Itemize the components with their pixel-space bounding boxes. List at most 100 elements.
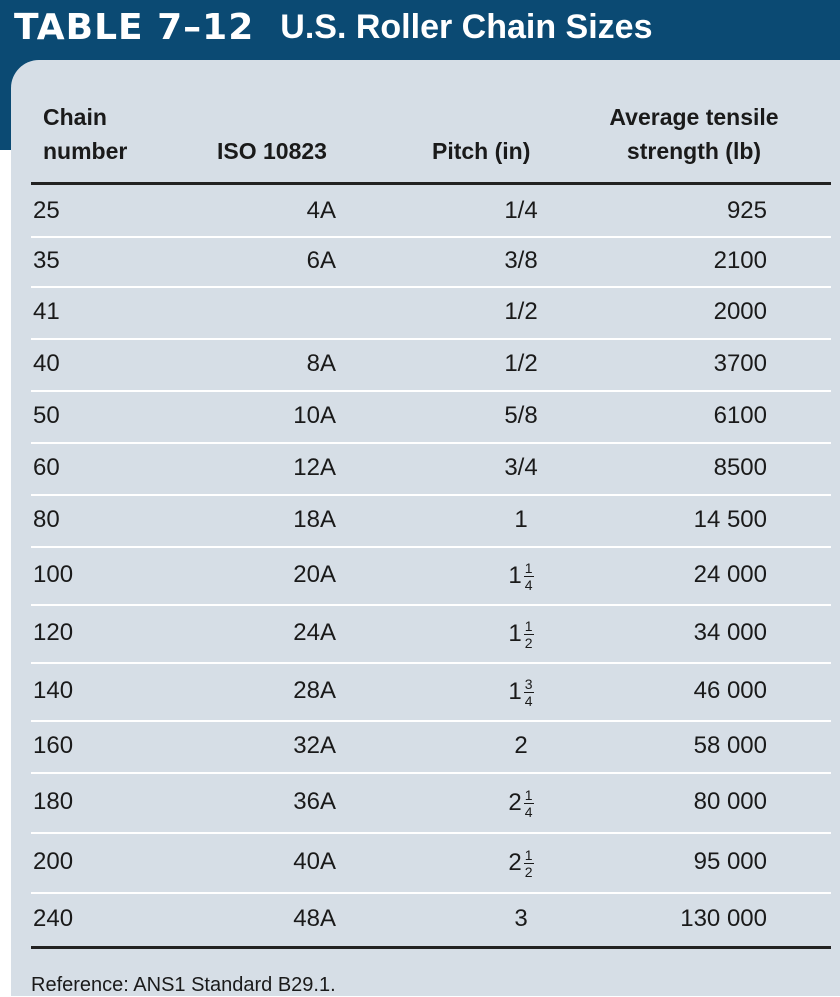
pitch-denominator: 2 xyxy=(524,864,533,880)
table-row: 180 36A 80 000 2 1 4 xyxy=(31,772,831,834)
pitch-denominator: 4 xyxy=(524,577,533,593)
fraction-bar xyxy=(523,692,534,693)
cell-iso: 24A xyxy=(293,619,336,646)
cell-tensile: 3700 xyxy=(713,350,767,377)
cell-iso: 6A xyxy=(306,247,336,274)
pitch-whole: 1/4 xyxy=(504,197,538,224)
cell-chain-number: 180 xyxy=(33,788,74,815)
cell-iso: 10A xyxy=(293,402,336,429)
cell-chain-number: 140 xyxy=(33,677,74,704)
table-row: 25 4A 925 1/4 xyxy=(31,186,831,238)
fraction-bar xyxy=(523,576,534,577)
table-row: 160 32A 58 000 2 xyxy=(31,720,831,774)
cell-chain-number: 160 xyxy=(33,732,74,759)
header-tensile-line2: strength (lb) xyxy=(626,138,762,164)
cell-iso: 18A xyxy=(293,506,336,533)
pitch-numerator: 3 xyxy=(524,676,533,692)
table-row: 80 18A 14 500 1 xyxy=(31,494,831,548)
fraction-bar xyxy=(523,634,534,635)
cell-pitch: 5/8 xyxy=(391,402,651,430)
cell-tensile: 14 500 xyxy=(693,506,767,533)
pitch-denominator: 4 xyxy=(524,693,533,709)
cell-iso: 40A xyxy=(293,848,336,875)
cell-tensile: 46 000 xyxy=(693,677,767,704)
pitch-denominator: 2 xyxy=(524,635,533,651)
table-row: 140 28A 46 000 1 3 4 xyxy=(31,662,831,722)
cell-tensile: 6100 xyxy=(713,402,767,429)
header-chain-line2: number xyxy=(43,138,128,164)
pitch-whole: 3/4 xyxy=(504,454,538,481)
cell-tensile: 130 000 xyxy=(680,905,767,932)
cell-chain-number: 50 xyxy=(33,402,60,429)
pitch-numerator: 1 xyxy=(524,618,533,634)
cell-tensile: 2000 xyxy=(713,298,767,325)
cell-chain-number: 40 xyxy=(33,350,60,377)
cell-tensile: 34 000 xyxy=(693,619,767,646)
table-row: 200 40A 95 000 2 1 2 xyxy=(31,832,831,894)
pitch-whole: 3/8 xyxy=(504,247,538,274)
cell-chain-number: 120 xyxy=(33,619,74,646)
cell-iso: 12A xyxy=(293,454,336,481)
cell-tensile: 80 000 xyxy=(693,788,767,815)
cell-pitch: 1 xyxy=(391,506,651,534)
table-row: 120 24A 34 000 1 1 2 xyxy=(31,604,831,664)
pitch-whole: 2 xyxy=(508,788,522,816)
cell-chain-number: 60 xyxy=(33,454,60,481)
pitch-whole: 1 xyxy=(508,677,522,705)
cell-chain-number: 100 xyxy=(33,561,74,588)
cell-tensile: 2100 xyxy=(713,247,767,274)
pitch-whole: 5/8 xyxy=(504,402,538,429)
cell-iso: 48A xyxy=(293,905,336,932)
cell-pitch: 2 xyxy=(391,732,651,760)
table-footnote: Reference: ANS1 Standard B29.1. xyxy=(31,974,336,996)
pitch-whole: 1/2 xyxy=(504,350,538,377)
pitch-whole: 1 xyxy=(508,619,522,647)
header-iso: ISO 10823 xyxy=(217,138,327,164)
cell-chain-number: 80 xyxy=(33,506,60,533)
cell-chain-number: 200 xyxy=(33,848,74,875)
cell-iso: 32A xyxy=(293,732,336,759)
cell-pitch: 1/4 xyxy=(391,197,651,225)
header-rule xyxy=(31,182,831,185)
table-panel: Chain number ISO 10823 Pitch (in) Averag… xyxy=(11,60,840,996)
cell-chain-number: 240 xyxy=(33,905,74,932)
pitch-denominator: 4 xyxy=(524,804,533,820)
table-title-text: U.S. Roller Chain Sizes xyxy=(280,7,653,46)
table-row: 40 8A 3700 1/2 xyxy=(31,338,831,392)
cell-tensile: 95 000 xyxy=(693,848,767,875)
pitch-numerator: 1 xyxy=(524,847,533,863)
cell-pitch: 1/2 xyxy=(391,350,651,378)
pitch-whole: 2 xyxy=(508,848,522,876)
pitch-whole: 1 xyxy=(508,561,522,589)
table-row: 35 6A 2100 3/8 xyxy=(31,236,831,288)
cell-pitch: 3/4 xyxy=(391,454,651,482)
table-row: 60 12A 8500 3/4 xyxy=(31,442,831,496)
pitch-whole: 2 xyxy=(514,732,528,759)
pitch-whole: 1/2 xyxy=(504,298,538,325)
table-row: 240 48A 130 000 3 xyxy=(31,892,831,949)
cell-tensile: 925 xyxy=(726,197,767,224)
header-chain-number: Chain number xyxy=(43,100,127,168)
cell-pitch: 3/8 xyxy=(391,247,651,275)
table-number: TABLE 7–12 xyxy=(14,6,255,48)
header-tensile-line1: Average tensile xyxy=(609,104,779,130)
cell-chain-number: 41 xyxy=(33,298,60,325)
table-row: 50 10A 6100 5/8 xyxy=(31,390,831,444)
cell-iso: 28A xyxy=(293,677,336,704)
cell-chain-number: 25 xyxy=(33,197,60,224)
pitch-numerator: 1 xyxy=(524,560,533,576)
header-tensile: Average tensile strength (lb) xyxy=(584,100,804,168)
pitch-whole: 1 xyxy=(514,506,528,533)
cell-pitch: 1/2 xyxy=(391,298,651,326)
table-title: TABLE 7–12 U.S. Roller Chain Sizes xyxy=(14,4,653,50)
header-chain-line1: Chain xyxy=(43,104,107,130)
cell-tensile: 8500 xyxy=(713,454,767,481)
